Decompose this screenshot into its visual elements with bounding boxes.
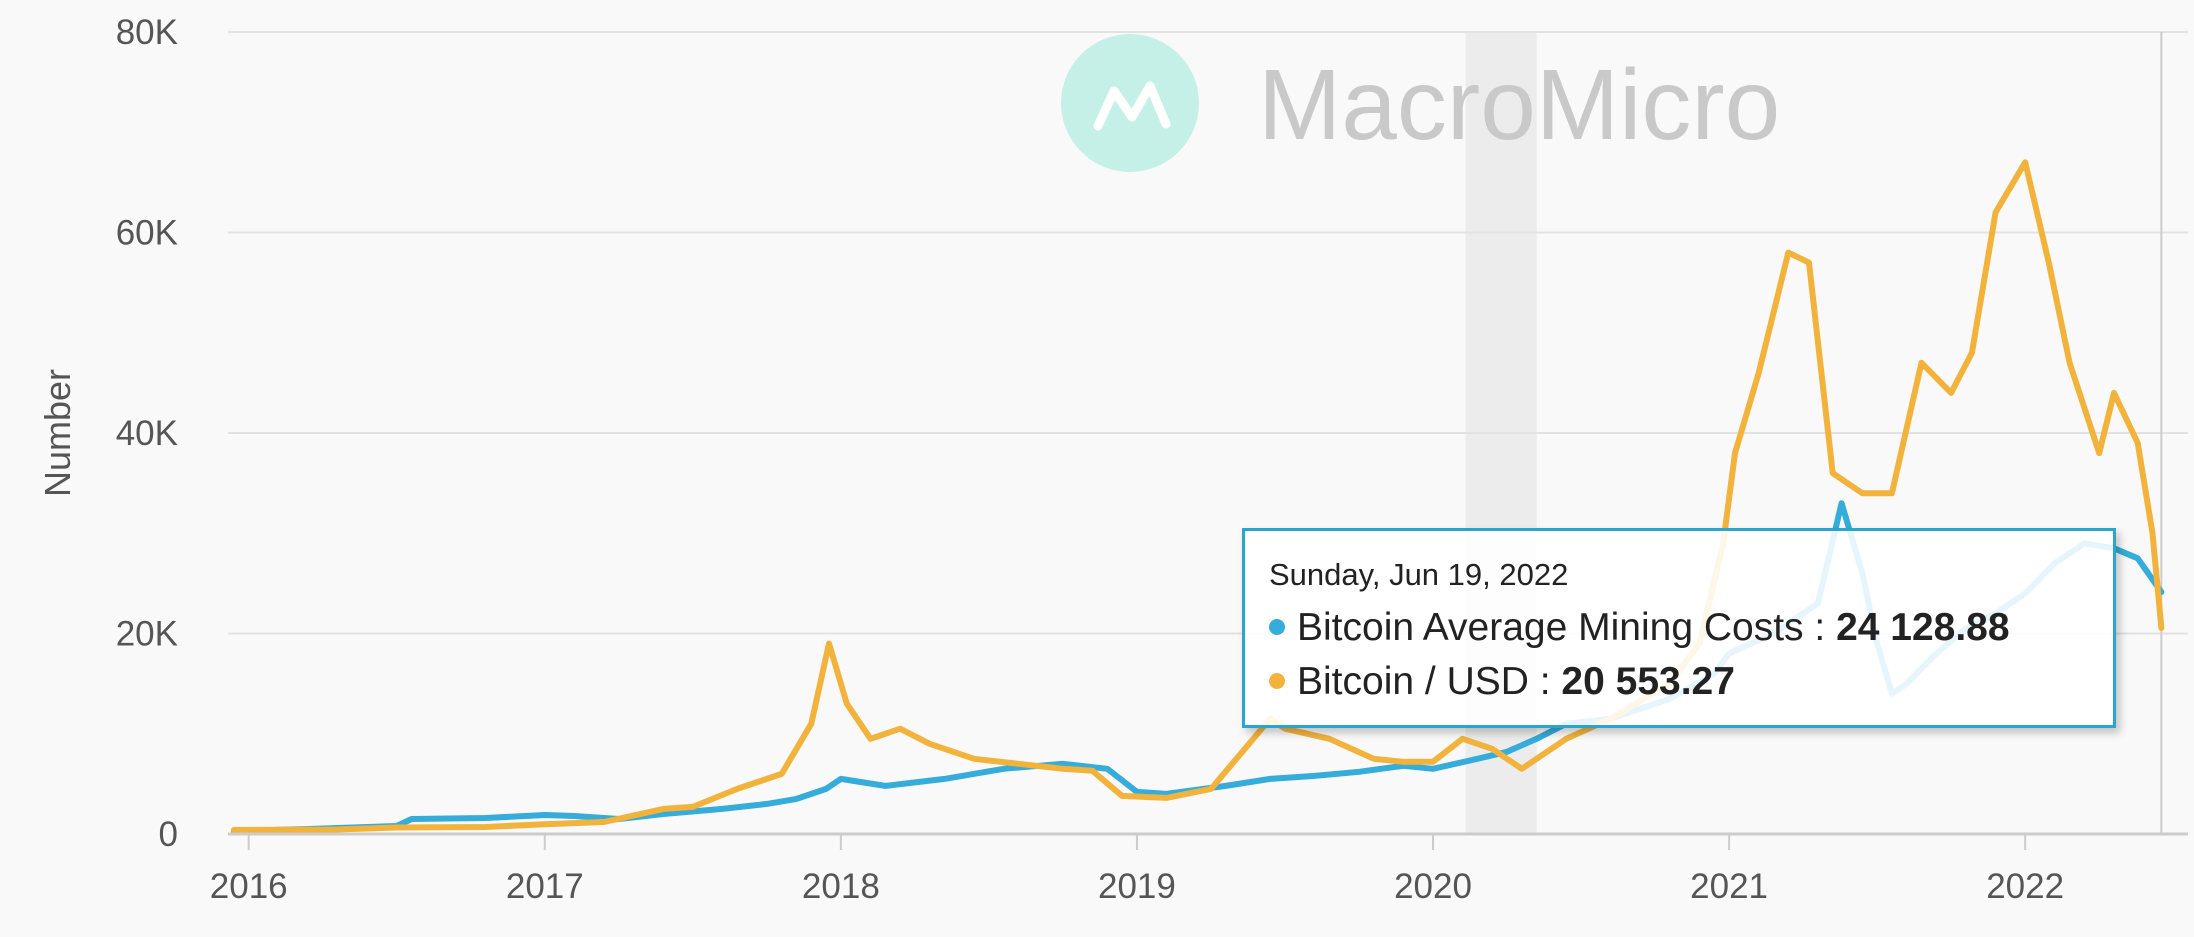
x-tick-label: 2016: [210, 867, 288, 906]
tooltip-series-value: 20 553.27: [1561, 660, 1735, 703]
tooltip-series-name: Bitcoin / USD: [1297, 660, 1529, 703]
y-axis: 0 20K 40K 60K 80K: [116, 13, 178, 854]
x-tick-label: 2021: [1690, 867, 1768, 906]
y-tick-label: 60K: [116, 214, 178, 253]
watermark-text: MacroMicro: [1258, 49, 1780, 161]
series-line-bitcoin-usd: [230, 159, 2165, 833]
tooltip-row-bitcoin-usd: Bitcoin / USD : 20 553.27: [1269, 655, 2113, 709]
series-dot-mining-icon: [1269, 618, 1285, 635]
x-tick-label: 2019: [1098, 867, 1176, 906]
watermark-logo-mark: [1093, 81, 1171, 131]
tooltip: Sunday, Jun 19, 2022 Bitcoin Average Min…: [1242, 528, 2116, 728]
x-tick-label: 2022: [1986, 867, 2064, 906]
x-tick-label: 2017: [506, 867, 584, 906]
tooltip-date: Sunday, Jun 19, 2022: [1269, 557, 1569, 592]
watermark-logo-icon: [1061, 34, 1199, 172]
tooltip-series-name: Bitcoin Average Mining Costs: [1297, 606, 1804, 649]
y-tick-label: 20K: [116, 615, 178, 654]
y-tick-label: 40K: [116, 414, 178, 453]
x-tick-label: 2020: [1394, 867, 1472, 906]
x-axis: 2016 2017 2018 2019 2020 2021 2022: [210, 834, 2064, 906]
tooltip-series-value: 24 128.88: [1836, 606, 2010, 649]
y-tick-label: 80K: [116, 13, 178, 52]
y-axis-title: Number: [37, 369, 78, 497]
watermark: MacroMicro: [1061, 34, 1780, 172]
tooltip-row-mining-costs: Bitcoin Average Mining Costs : 24 128.88: [1269, 601, 2113, 655]
series-dot-price-icon: [1269, 672, 1285, 689]
x-tick-label: 2018: [802, 867, 880, 906]
y-tick-label: 0: [159, 815, 178, 854]
